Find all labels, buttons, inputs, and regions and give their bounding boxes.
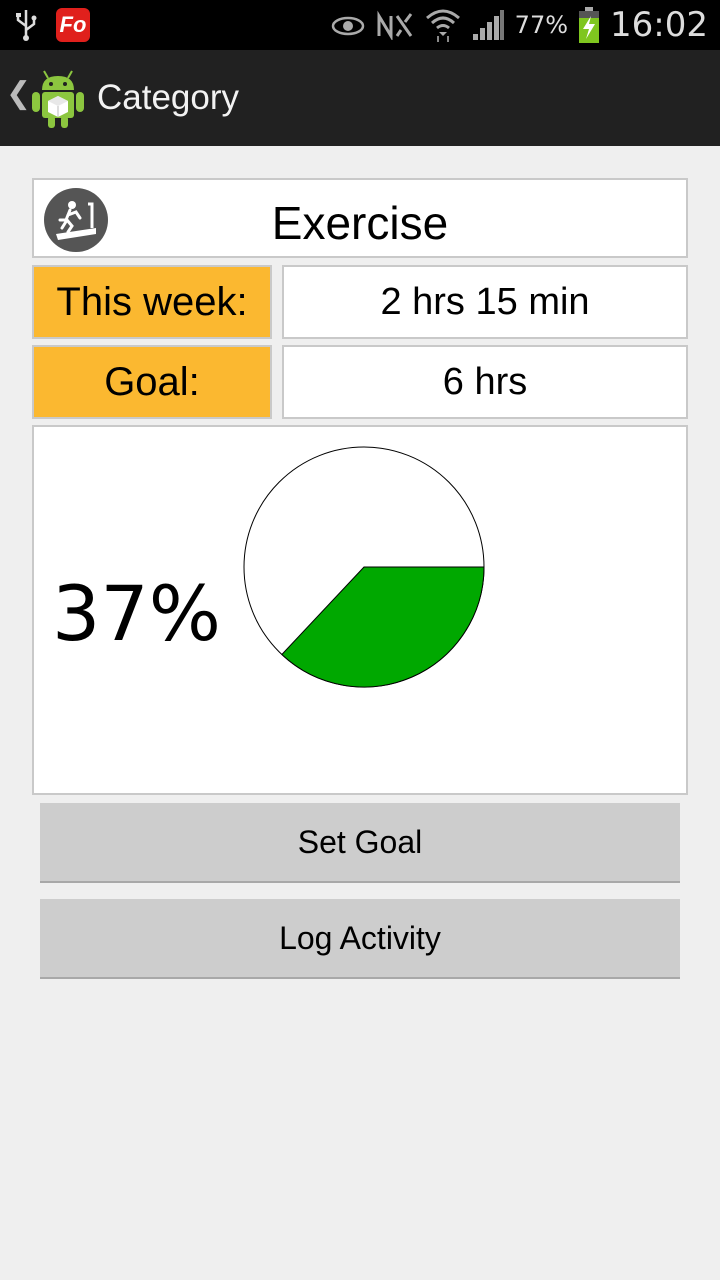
clock: 16:02 bbox=[610, 5, 708, 45]
pie-slice-completed bbox=[281, 566, 485, 688]
goal-label: Goal: bbox=[32, 345, 272, 419]
notification-app-icon: Fo bbox=[56, 8, 90, 42]
category-header: Exercise bbox=[32, 178, 688, 258]
nfc-icon bbox=[377, 10, 412, 40]
progress-panel: 37% bbox=[32, 425, 688, 795]
goal-value: 6 hrs bbox=[282, 345, 688, 419]
set-goal-button[interactable]: Set Goal bbox=[40, 803, 680, 883]
this-week-value: 2 hrs 15 min bbox=[282, 265, 688, 339]
back-chevron-icon[interactable]: ❮ bbox=[6, 77, 32, 110]
progress-pie-chart bbox=[243, 446, 485, 688]
log-activity-button[interactable]: Log Activity bbox=[40, 899, 680, 979]
page-title: Category bbox=[97, 78, 240, 117]
category-name: Exercise bbox=[271, 197, 449, 249]
battery-charging-icon bbox=[579, 7, 600, 43]
battery-percent: 77% bbox=[514, 11, 569, 39]
eye-icon bbox=[331, 16, 364, 36]
android-logo-icon[interactable] bbox=[28, 66, 88, 130]
wifi-icon bbox=[425, 9, 460, 42]
treadmill-icon bbox=[44, 188, 108, 252]
this-week-label: This week: bbox=[32, 265, 272, 339]
usb-icon bbox=[16, 10, 37, 41]
signal-icon bbox=[472, 10, 504, 40]
status-bar: Fo 77% 16:02 bbox=[0, 0, 720, 50]
action-bar: ❮ Category bbox=[0, 50, 720, 146]
progress-percent: 37% bbox=[52, 569, 221, 658]
